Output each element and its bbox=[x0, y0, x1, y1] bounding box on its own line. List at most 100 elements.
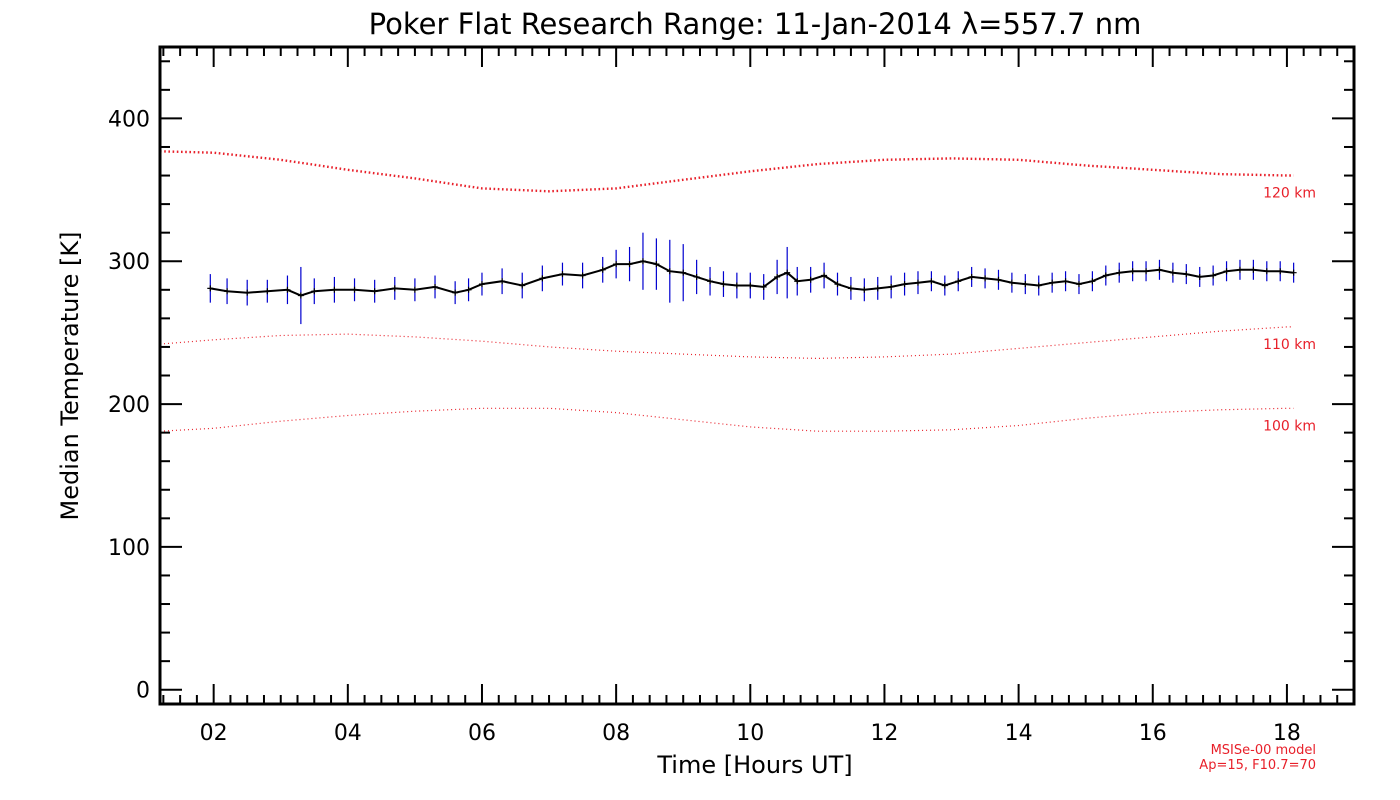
chart-title: Poker Flat Research Range: 11-Jan-2014 λ… bbox=[369, 7, 1142, 41]
y-tick-label: 0 bbox=[136, 679, 150, 704]
data-point bbox=[411, 286, 418, 293]
data-point bbox=[1035, 282, 1042, 289]
data-point bbox=[847, 285, 854, 292]
data-point bbox=[968, 273, 975, 280]
data-point bbox=[653, 261, 660, 268]
data-point bbox=[297, 292, 304, 299]
data-point bbox=[391, 285, 398, 292]
y-tick-label: 300 bbox=[108, 250, 150, 275]
data-point bbox=[693, 273, 700, 280]
data-point bbox=[760, 283, 767, 290]
model-curve-100-km bbox=[159, 407, 1294, 432]
model-annotation-line1: MSISe-00 model bbox=[1211, 743, 1316, 758]
data-point bbox=[1022, 281, 1029, 288]
data-point bbox=[901, 281, 908, 288]
data-point bbox=[928, 278, 935, 285]
x-tick-label: 18 bbox=[1273, 721, 1301, 746]
data-point bbox=[1277, 268, 1284, 275]
data-point bbox=[478, 281, 485, 288]
data-point bbox=[1116, 269, 1123, 276]
data-point bbox=[1008, 279, 1015, 286]
data-point bbox=[666, 268, 673, 275]
data-point bbox=[1156, 266, 1163, 273]
data-point bbox=[284, 286, 291, 293]
x-tick-label: 02 bbox=[200, 721, 228, 746]
x-tick-label: 12 bbox=[870, 721, 898, 746]
y-axis-label: Median Temperature [K] bbox=[56, 231, 84, 520]
x-axis-label: Time [Hours UT] bbox=[656, 751, 852, 779]
x-tick-label: 14 bbox=[1005, 721, 1033, 746]
plot-frame bbox=[158, 45, 1356, 706]
data-point bbox=[794, 278, 801, 285]
data-point bbox=[452, 289, 459, 296]
model-curve-110-km bbox=[159, 326, 1294, 360]
data-point bbox=[720, 281, 727, 288]
data-point bbox=[331, 286, 338, 293]
data-point bbox=[626, 261, 633, 268]
data-point bbox=[941, 282, 948, 289]
data-point bbox=[613, 261, 620, 268]
data-point bbox=[311, 288, 318, 295]
model-label-110-km: 110 km bbox=[1263, 337, 1316, 353]
data-point bbox=[834, 281, 841, 288]
model-label-100-km: 100 km bbox=[1263, 418, 1316, 434]
data-point bbox=[914, 279, 921, 286]
data-point bbox=[207, 285, 214, 292]
data-point bbox=[1290, 269, 1297, 276]
data-point bbox=[351, 286, 358, 293]
data-point bbox=[1075, 281, 1082, 288]
data-point bbox=[499, 278, 506, 285]
model-curve-120-km bbox=[159, 150, 1294, 193]
data-point bbox=[1236, 266, 1243, 273]
data-point bbox=[1089, 278, 1096, 285]
data-point bbox=[1183, 271, 1190, 278]
data-point bbox=[874, 285, 881, 292]
data-point bbox=[784, 269, 791, 276]
error-bars bbox=[209, 232, 1295, 325]
data-point bbox=[888, 283, 895, 290]
measurement-series bbox=[207, 258, 1297, 299]
data-point bbox=[559, 271, 566, 278]
data-point bbox=[1049, 279, 1056, 286]
data-point bbox=[821, 272, 828, 279]
data-point bbox=[432, 283, 439, 290]
data-point bbox=[1169, 269, 1176, 276]
data-point bbox=[465, 286, 472, 293]
data-point bbox=[1223, 268, 1230, 275]
axis-ticks bbox=[160, 47, 1355, 704]
data-point bbox=[224, 288, 231, 295]
data-point bbox=[1143, 268, 1150, 275]
data-point bbox=[1102, 272, 1109, 279]
data-point bbox=[1250, 266, 1257, 273]
data-point bbox=[955, 278, 962, 285]
data-point bbox=[1062, 278, 1069, 285]
x-tick-label: 06 bbox=[468, 721, 496, 746]
model-annotation-line2: Ap=15, F10.7=70 bbox=[1199, 758, 1316, 773]
model-label-120-km: 120 km bbox=[1263, 186, 1316, 202]
y-tick-label: 200 bbox=[108, 393, 150, 418]
data-point bbox=[599, 266, 606, 273]
data-point bbox=[539, 275, 546, 282]
data-point bbox=[774, 273, 781, 280]
data-point bbox=[264, 288, 271, 295]
data-point bbox=[519, 282, 526, 289]
data-point bbox=[747, 282, 754, 289]
data-point bbox=[1196, 273, 1203, 280]
x-tick-label: 08 bbox=[602, 721, 630, 746]
data-point bbox=[680, 269, 687, 276]
data-point bbox=[1263, 268, 1270, 275]
data-point bbox=[733, 282, 740, 289]
data-point bbox=[244, 289, 251, 296]
x-tick-label: 10 bbox=[736, 721, 764, 746]
data-point bbox=[807, 276, 814, 283]
data-point bbox=[707, 278, 714, 285]
data-point bbox=[639, 258, 646, 265]
median-temperature-line bbox=[210, 260, 1294, 297]
data-point bbox=[371, 288, 378, 295]
model-curves bbox=[159, 150, 1294, 432]
x-tick-label: 16 bbox=[1139, 721, 1167, 746]
data-point bbox=[995, 276, 1002, 283]
x-tick-label: 04 bbox=[334, 721, 362, 746]
data-point bbox=[861, 286, 868, 293]
